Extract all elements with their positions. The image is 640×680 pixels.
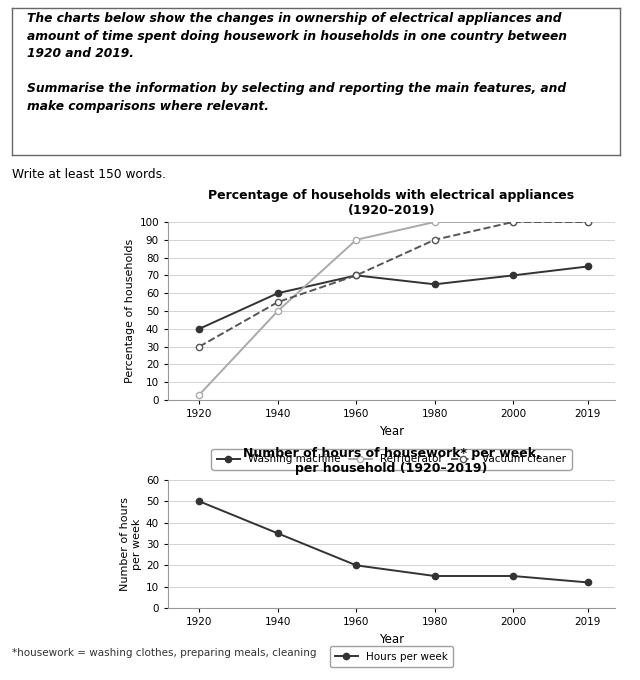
Y-axis label: Percentage of households: Percentage of households: [125, 239, 135, 383]
Text: The charts below show the changes in ownership of electrical appliances and
amou: The charts below show the changes in own…: [28, 12, 567, 113]
X-axis label: Year: Year: [379, 632, 404, 645]
Text: *housework = washing clothes, preparing meals, cleaning: *housework = washing clothes, preparing …: [12, 648, 317, 658]
X-axis label: Year: Year: [379, 424, 404, 438]
Y-axis label: Number of hours
per week: Number of hours per week: [120, 497, 141, 591]
Legend: Hours per week: Hours per week: [330, 647, 453, 667]
Title: Percentage of households with electrical appliances
(1920–2019): Percentage of households with electrical…: [209, 188, 575, 217]
Text: Write at least 150 words.: Write at least 150 words.: [12, 168, 166, 181]
Title: Number of hours of housework* per week,
per household (1920–2019): Number of hours of housework* per week, …: [243, 447, 540, 475]
Legend: Washing machine, Refrigerator, Vacuum cleaner: Washing machine, Refrigerator, Vacuum cl…: [211, 449, 572, 470]
